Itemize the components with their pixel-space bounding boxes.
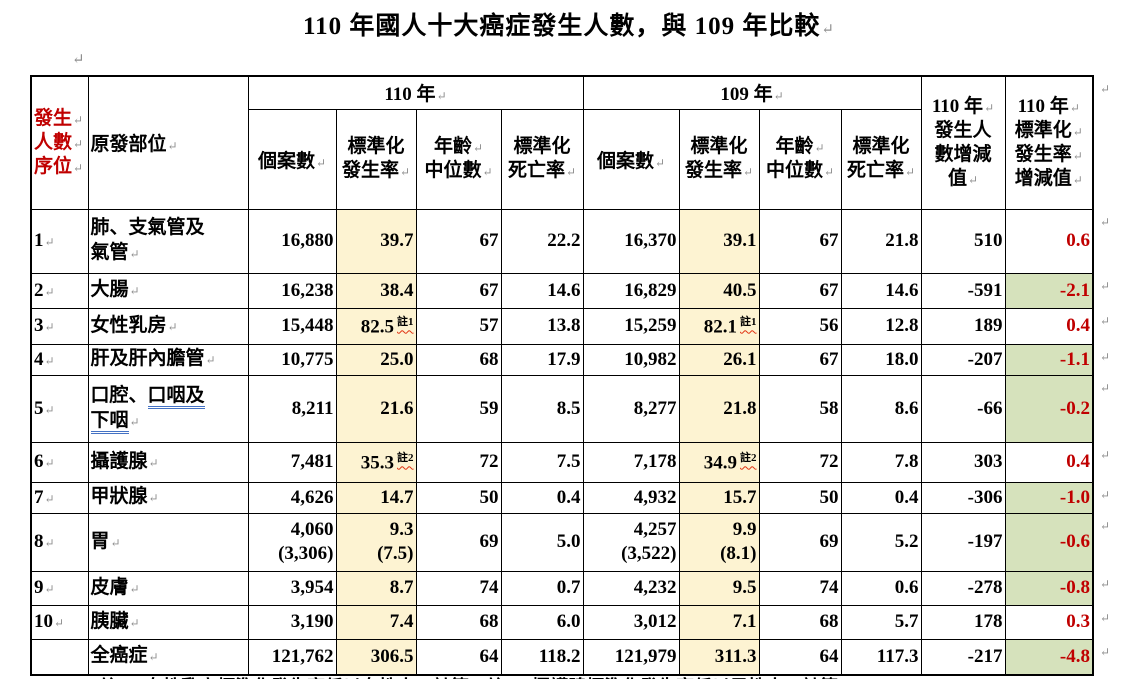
header-diff-rate: 110 年↵ 標準化↵ 發生率↵ 增減值↵ ↵	[1004, 75, 1110, 210]
table-row: 2↵ 大腸↵ 16,238 38.4 67 14.6 16,829 40.5 6…	[30, 272, 1110, 309]
row-return-icon: ↵	[1099, 576, 1110, 591]
footnote-ref: 註2	[397, 452, 414, 465]
cell-return-icon: ↵	[1072, 172, 1083, 187]
row-return-icon: ↵	[1099, 313, 1110, 328]
cancer-statistics-table: 發生↵ 人數↵ 序位↵ 原發部位↵ 110 年↵ 109 年↵ 110 年↵ 發…	[30, 75, 1110, 676]
cell-return-icon: ↵	[472, 141, 484, 156]
header-year-109: 109 年↵	[582, 75, 922, 110]
row-return-icon: ↵	[1099, 349, 1110, 364]
cell-return-icon: ↵	[1069, 101, 1080, 116]
cell-return-icon: ↵	[967, 172, 979, 187]
cell-return-icon: ↵	[565, 165, 577, 179]
cell-return-icon: ↵	[73, 136, 84, 151]
table-row: 3↵ 女性乳房↵ 15,448 82.5 註1 57 13.8 15,259 82…	[30, 307, 1110, 345]
cell-return-icon: ↵	[823, 165, 835, 179]
cell-return-icon: ↵	[73, 113, 84, 128]
cell-return-icon: ↵	[44, 456, 55, 470]
header-110-median-age: 年齡↵ 中位數↵	[415, 108, 502, 210]
cell-return-icon: ↵	[773, 89, 784, 104]
cell-return-icon: ↵	[129, 284, 140, 299]
table-row: 10↵ 胰臟↵ 3,190 7.4 68 6.0 3,012 7.1 68 5.…	[30, 604, 1110, 640]
header-primary-site: 原發部位↵	[87, 75, 249, 210]
header-rank: 發生↵ 人數↵ 序位↵	[30, 75, 89, 210]
header-109-std-incidence: 標準化 發生率↵	[678, 108, 760, 210]
table-row: 4↵ 肝及肝內膽管↵ 10,775 25.0 68 17.9 10,982 26…	[30, 343, 1110, 376]
cell-return-icon: ↵	[44, 320, 55, 334]
cell-return-icon: ↵	[814, 141, 825, 156]
grammar-underline: 下咽	[90, 409, 129, 434]
footnote-ref: 註2	[740, 452, 757, 465]
cell-return-icon: ↵	[73, 160, 84, 175]
cell-return-icon: ↵	[129, 615, 140, 630]
cell-return-icon: ↵	[984, 101, 995, 116]
row-return-icon: ↵	[1099, 487, 1110, 502]
cell-return-icon: ↵	[44, 582, 55, 596]
cell-return-icon: ↵	[44, 353, 55, 368]
cell-return-icon: ↵	[399, 165, 411, 179]
cell-return-icon: ↵	[654, 155, 666, 170]
table-row-total: 全癌症↵ 121,762 306.5 64 118.2 121,979 311.…	[30, 638, 1110, 676]
header-year-110: 110 年↵	[247, 75, 584, 110]
cell-return-icon: ↵	[205, 353, 216, 368]
cell-return-icon: ↵	[44, 536, 55, 550]
table-row: 7↵ 甲狀腺↵ 4,626 14.7 50 0.4 4,932 15.7 50 …	[30, 481, 1110, 514]
row-return-icon: ↵	[1099, 214, 1110, 229]
grammar-underline: 口咽及	[147, 384, 205, 409]
cell-return-icon: ↵	[44, 235, 55, 249]
cell-return-icon: ↵	[44, 402, 55, 417]
table-row: 5↵ 口腔、口咽及 下咽↵ 8,211 21.6 59 8.5 8,277 21…	[30, 374, 1110, 443]
row-return-icon: ↵	[1099, 380, 1110, 395]
cell-return-icon: ↵	[129, 247, 140, 261]
footnote-ref: 註1	[397, 316, 414, 329]
cell-return-icon: ↵	[1072, 148, 1083, 163]
cell-return-icon: ↵	[167, 139, 178, 154]
cell-return-icon: ↵	[54, 616, 65, 630]
cell-return-icon: ↵	[482, 165, 493, 179]
page-title: 110 年國人十大癌症發生人數，與 109 年比較↵	[303, 13, 835, 40]
table-row: 6↵ 攝護腺↵ 7,481 35.3 註2 72 7.5 7,178 34.9 註2…	[30, 441, 1110, 483]
header-110-std-incidence: 標準化 發生率↵	[335, 108, 417, 210]
cell-return-icon: ↵	[110, 535, 121, 550]
cell-return-icon: ↵	[904, 165, 916, 179]
cell-return-icon: ↵	[742, 165, 754, 179]
row-return-icon: ↵	[1099, 644, 1110, 659]
paragraph-return-icon: ↵	[821, 22, 835, 38]
table-row: 8↵ 胃↵ 4,060 (3,306) 9.3 (7.5) 69 5.0 4,2…	[30, 512, 1110, 572]
cell-return-icon: ↵	[129, 414, 140, 429]
paragraph-return-icon: ↵	[72, 52, 85, 68]
header-diff-count: 110 年↵ 發生人 數增減 值↵	[920, 75, 1006, 210]
header-109-median-age: 年齡↵ 中位數↵	[758, 108, 842, 210]
table-row: 9↵ 皮膚↵ 3,954 8.7 74 0.7 4,232 9.5 74 0.6…	[30, 570, 1110, 606]
header-row-measures: 個案數↵ 標準化 發生率↵ 年齡↵ 中位數↵ 標準化 死亡率↵ 個案數↵ 標準化…	[31, 108, 1093, 210]
cell-return-icon: ↵	[1072, 125, 1083, 139]
row-return-icon: ↵	[1099, 447, 1110, 462]
header-110-std-mortality: 標準化 死亡率↵	[500, 108, 584, 210]
footnote-ref: 註1	[740, 316, 757, 329]
header-109-cases: 個案數↵	[582, 108, 680, 210]
cell-return-icon: ↵	[148, 455, 159, 470]
row-return-icon: ↵	[1099, 610, 1110, 625]
table-row: 1↵ 肺、支氣管及 氣管↵ 16,880 39.7 67 22.2 16,370…	[30, 208, 1110, 274]
header-110-cases: 個案數↵	[247, 108, 337, 210]
row-return-icon: ↵	[1099, 518, 1110, 533]
footnote-clipped: 註1：女性乳房標準化發生率係以女性人口計算；註2：攝護腺標準化發生率係以男性人口…	[100, 673, 838, 679]
cell-return-icon: ↵	[129, 581, 140, 596]
row-return-icon: ↵	[1099, 278, 1110, 293]
header-row-groups: 發生↵ 人數↵ 序位↵ 原發部位↵ 110 年↵ 109 年↵ 110 年↵ 發…	[30, 75, 1110, 210]
cell-return-icon: ↵	[148, 650, 159, 665]
cell-return-icon: ↵	[148, 491, 159, 506]
cell-return-icon: ↵	[315, 155, 327, 170]
header-109-std-mortality: 標準化 死亡率↵	[840, 108, 922, 210]
cell-return-icon: ↵	[44, 284, 55, 299]
cell-return-icon: ↵	[436, 89, 447, 104]
row-return-icon: ↵	[1099, 82, 1110, 96]
cell-return-icon: ↵	[44, 491, 55, 506]
cell-return-icon: ↵	[167, 319, 178, 334]
